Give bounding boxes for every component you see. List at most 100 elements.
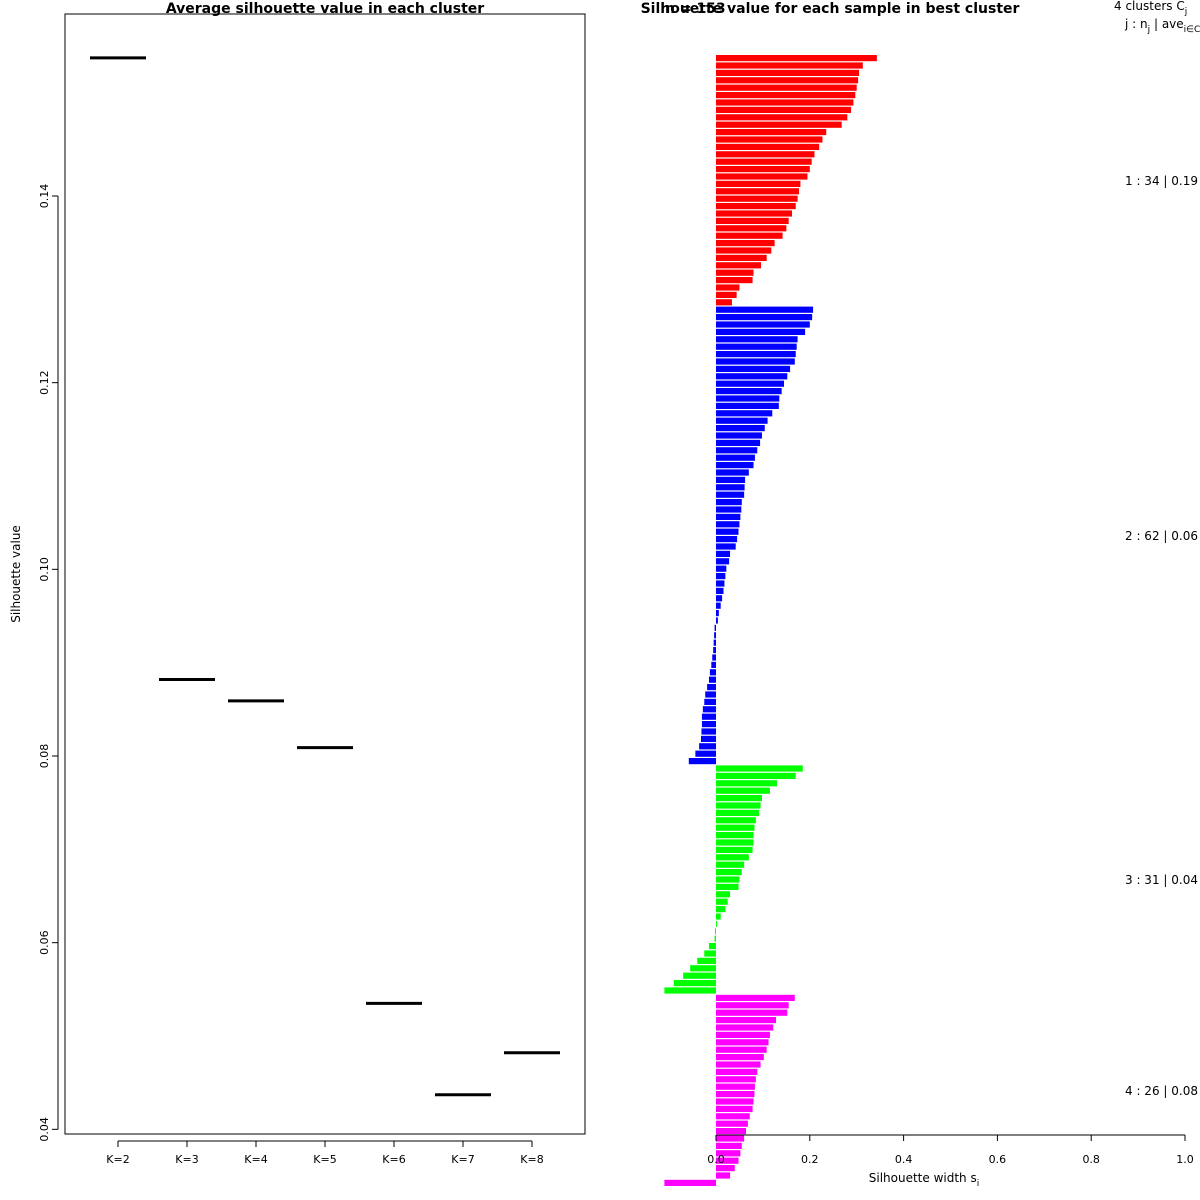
silhouette-bar — [716, 1128, 747, 1135]
silhouette-bar — [716, 1135, 745, 1142]
silhouette-bar — [716, 158, 812, 165]
silhouette-bar — [716, 447, 758, 454]
legend-subheader: j : nj | avei∈Cj si — [1124, 17, 1200, 35]
silhouette-bar — [716, 891, 731, 898]
silhouette-bar — [716, 373, 788, 380]
cluster-label: 1 : 34 | 0.19 — [1125, 174, 1198, 188]
silhouette-bar — [716, 262, 762, 269]
silhouette-bar — [716, 269, 754, 276]
left-x-tick-label: K=6 — [382, 1153, 405, 1166]
silhouette-bar — [702, 706, 716, 713]
silhouette-bar — [716, 247, 772, 254]
silhouette-bar — [716, 69, 860, 76]
silhouette-bar — [716, 809, 760, 816]
silhouette-bar — [716, 528, 739, 535]
silhouette-bar — [716, 306, 814, 313]
silhouette-bar — [716, 854, 749, 861]
silhouette-bar — [711, 661, 716, 668]
silhouette-bar — [716, 476, 746, 483]
silhouette-bar — [716, 232, 783, 239]
silhouette-bar — [716, 906, 726, 913]
silhouette-bar — [699, 743, 716, 750]
silhouette-bar — [716, 402, 779, 409]
silhouette-bar — [716, 780, 777, 787]
silhouette-bar — [716, 454, 755, 461]
silhouette-bar — [690, 965, 716, 972]
silhouette-bar — [716, 499, 742, 506]
left-plot-frame — [64, 13, 586, 1135]
right-x-tick-label: 0.6 — [989, 1153, 1007, 1166]
silhouette-bar — [716, 787, 770, 794]
silhouette-bar — [716, 225, 787, 232]
silhouette-bar — [716, 328, 806, 335]
silhouette-bar — [716, 824, 755, 831]
silhouette-bar — [716, 861, 745, 868]
silhouette-bar — [716, 321, 810, 328]
silhouette-bar — [716, 817, 756, 824]
silhouette-bar — [716, 521, 740, 528]
silhouette-bar — [716, 994, 795, 1001]
legend-header-sub: j — [1184, 7, 1188, 17]
silhouette-bar — [716, 254, 767, 261]
silhouette-bar — [716, 99, 854, 106]
silhouette-bar — [707, 684, 716, 691]
silhouette-bar — [716, 358, 795, 365]
silhouette-bar — [716, 839, 754, 846]
silhouette-bar — [716, 84, 857, 91]
silhouette-bar — [716, 114, 848, 121]
left-title: Average silhouette value in each cluster — [166, 1, 484, 17]
silhouette-bar — [716, 314, 813, 321]
left-x-tick-label: K=4 — [244, 1153, 267, 1166]
silhouette-bar — [716, 1024, 774, 1031]
silhouette-bar — [716, 106, 852, 113]
silhouette-bar — [716, 143, 820, 150]
silhouette-bar — [708, 943, 716, 950]
left-x-tick-label: K=3 — [175, 1153, 198, 1166]
legend-header: 4 clusters Cj — [1114, 0, 1187, 17]
silhouette-bar — [716, 469, 749, 476]
silhouette-bar — [708, 676, 716, 683]
silhouette-bar — [716, 617, 718, 624]
silhouette-bar — [716, 151, 815, 158]
silhouette-bar — [716, 580, 725, 587]
silhouette-bar — [716, 1046, 767, 1053]
silhouette-bar — [716, 1120, 748, 1127]
silhouette-bar — [716, 802, 761, 809]
silhouette-bar — [704, 698, 716, 705]
silhouette-bar — [716, 920, 717, 927]
right-x-tick-label: 0.2 — [801, 1153, 819, 1166]
silhouette-bar — [716, 1142, 742, 1149]
silhouette-bar — [716, 846, 753, 853]
cluster-label: 3 : 31 | 0.04 — [1125, 873, 1198, 887]
silhouette-bar — [716, 543, 736, 550]
silhouette-bar — [716, 573, 726, 580]
silhouette-bar — [716, 595, 723, 602]
silhouette-bar — [716, 1105, 753, 1112]
silhouette-bar — [716, 1031, 770, 1038]
silhouette-bar — [716, 1091, 755, 1098]
silhouette-bar — [714, 632, 716, 639]
silhouette-bar — [716, 506, 742, 513]
cluster-label: 2 : 62 | 0.06 — [1125, 529, 1198, 543]
silhouette-bar — [704, 950, 716, 957]
silhouette-bar — [700, 735, 716, 742]
silhouette-bar — [716, 1157, 739, 1164]
left-y-tick-label: 0.14 — [38, 184, 51, 209]
silhouette-bar — [716, 77, 859, 84]
silhouette-bar — [716, 136, 823, 143]
left-x-tick-label: K=8 — [520, 1153, 543, 1166]
right-x-tick-label: 0.4 — [895, 1153, 913, 1166]
silhouette-bar — [716, 883, 739, 890]
legend-subheader-part-0: j : n — [1124, 17, 1148, 31]
silhouette-bar — [716, 351, 796, 358]
silhouette-bar — [716, 284, 740, 291]
silhouette-bar — [714, 624, 716, 631]
silhouette-bar — [716, 1009, 788, 1016]
legend-subheader-part-2: | ave — [1150, 17, 1184, 31]
left-ylabel: Silhouette value — [9, 525, 23, 623]
silhouette-bar — [716, 240, 775, 247]
legend-header-main: 4 clusters C — [1114, 0, 1185, 13]
left-panel: Average silhouette value in each cluster… — [9, 1, 586, 1166]
silhouette-bar — [716, 1172, 731, 1179]
